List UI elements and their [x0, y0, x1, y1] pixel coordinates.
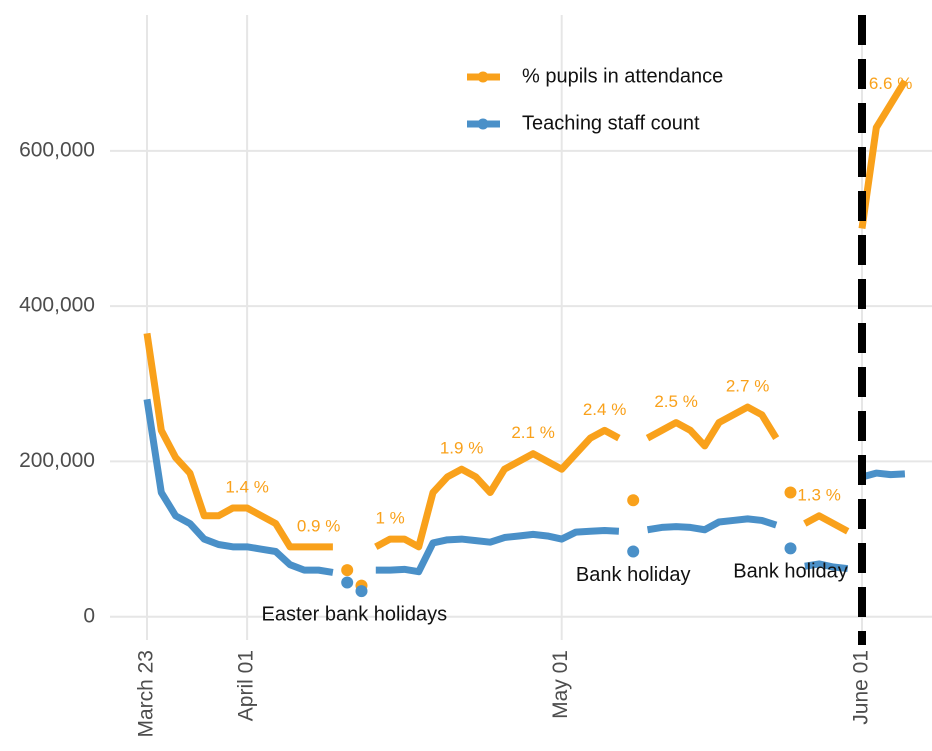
annotation: 1.3 % — [797, 485, 840, 504]
series-line — [858, 79, 908, 229]
x-tick-label: March 23 — [135, 650, 158, 738]
y-tick-label: 600,000 — [19, 138, 95, 161]
series-line — [645, 403, 780, 450]
legend-label: Teaching staff count — [522, 112, 700, 134]
x-tick-label: April 01 — [235, 650, 258, 721]
series-line — [803, 512, 850, 535]
holiday-point — [627, 494, 640, 507]
annotation: 6.6 % — [869, 74, 912, 93]
x-tick-label: May 01 — [549, 650, 572, 719]
series-line — [374, 426, 621, 551]
legend-swatch-dot — [477, 71, 489, 83]
x-tick-label: June 01 — [850, 650, 873, 725]
series-line — [143, 398, 334, 576]
y-tick-label: 200,000 — [19, 449, 95, 472]
annotation: 2.5 % — [654, 392, 697, 411]
annotation: 1.4 % — [225, 477, 268, 496]
annotation: Bank holiday — [733, 561, 848, 583]
annotation: Easter bank holidays — [262, 603, 448, 625]
y-tick-label: 0 — [83, 604, 95, 627]
holiday-point — [627, 545, 640, 558]
series-line — [804, 560, 849, 573]
legend-swatch-dot — [477, 118, 489, 130]
holiday-point — [341, 576, 354, 589]
annotation: 2.7 % — [726, 377, 769, 396]
holiday-point — [355, 585, 368, 598]
y-tick-label: 400,000 — [19, 294, 95, 317]
annotation: 0.9 % — [297, 516, 340, 535]
series-line — [375, 527, 620, 576]
legend-label: % pupils in attendance — [522, 65, 723, 87]
series-line — [646, 515, 778, 534]
holiday-point — [784, 542, 797, 555]
holiday-point — [341, 564, 354, 577]
annotation: 1 % — [375, 509, 404, 528]
annotation: 2.4 % — [583, 400, 626, 419]
annotation: 1.9 % — [440, 439, 483, 458]
holiday-point — [784, 486, 797, 499]
annotation: Bank holiday — [576, 564, 691, 586]
series-line — [861, 469, 906, 481]
annotation: 2.1 % — [511, 423, 554, 442]
series-line — [143, 332, 333, 551]
